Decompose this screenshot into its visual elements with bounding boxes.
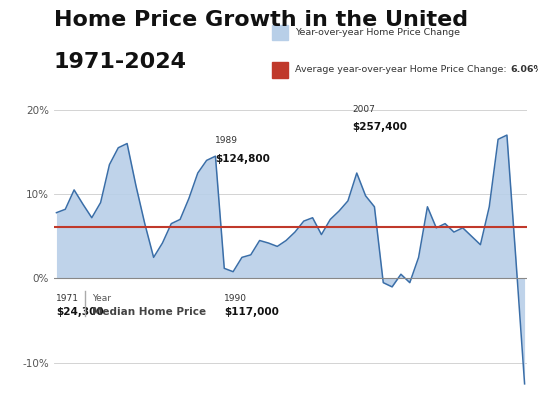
Text: 1971-2024: 1971-2024: [54, 52, 187, 72]
Text: 1989: 1989: [215, 136, 238, 145]
Text: Home Price Growth in the United: Home Price Growth in the United: [54, 10, 468, 30]
Text: Year-over-year Home Price Change: Year-over-year Home Price Change: [295, 28, 460, 37]
Text: 6.06%: 6.06%: [511, 65, 538, 74]
Text: 2007: 2007: [352, 105, 375, 114]
Text: Average year-over-year Home Price Change:: Average year-over-year Home Price Change…: [295, 65, 510, 74]
Text: $257,400: $257,400: [352, 122, 407, 132]
Text: $24,300: $24,300: [56, 307, 104, 317]
Text: 1990: 1990: [224, 293, 247, 303]
Bar: [272, 62, 288, 78]
Text: 1971: 1971: [56, 293, 80, 303]
Text: Year: Year: [92, 293, 111, 303]
Text: $124,800: $124,800: [215, 154, 270, 164]
Bar: [272, 25, 288, 40]
Text: $117,000: $117,000: [224, 307, 279, 317]
Text: Median Home Price: Median Home Price: [92, 307, 206, 317]
